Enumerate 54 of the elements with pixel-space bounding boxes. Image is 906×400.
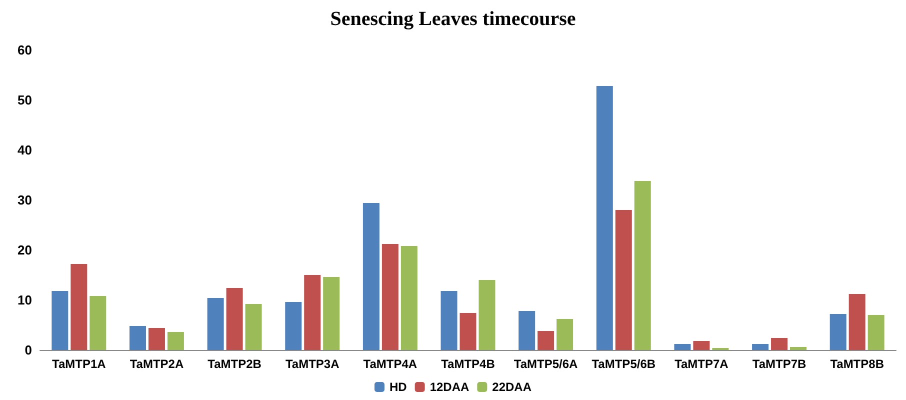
x-tick-label: TaMTP3A bbox=[285, 357, 340, 371]
bar bbox=[285, 302, 302, 350]
bar bbox=[245, 304, 262, 350]
bar bbox=[440, 291, 458, 350]
bar bbox=[556, 319, 574, 350]
x-tick-label: TaMTP8B bbox=[830, 357, 884, 371]
bar bbox=[790, 347, 807, 350]
x-tick-label: TaMTP5/6A bbox=[514, 357, 578, 371]
bar bbox=[382, 244, 398, 350]
bar bbox=[207, 298, 224, 350]
x-tick-label: TaMTP2B bbox=[208, 357, 262, 371]
bar bbox=[830, 314, 846, 350]
bar bbox=[538, 331, 554, 350]
x-tick-label: TaMTP4A bbox=[363, 357, 418, 371]
bar bbox=[752, 344, 769, 350]
legend-label: 22DAA bbox=[492, 380, 532, 394]
bar bbox=[693, 341, 710, 350]
bar bbox=[460, 313, 476, 350]
y-tick-label: 20 bbox=[18, 242, 32, 258]
bar bbox=[167, 332, 184, 350]
bar bbox=[70, 264, 88, 350]
x-tick-label: TaMTP7A bbox=[674, 357, 729, 371]
y-tick-label: 30 bbox=[18, 192, 32, 208]
bar bbox=[615, 210, 632, 350]
bar bbox=[868, 315, 884, 350]
bar bbox=[304, 275, 321, 350]
x-tick-label: TaMTP5/6B bbox=[592, 357, 656, 371]
legend-label: HD bbox=[389, 380, 408, 394]
bar bbox=[771, 338, 788, 350]
bar bbox=[478, 280, 496, 350]
y-tick-label: 0 bbox=[24, 342, 32, 358]
legend-label: 12DAA bbox=[430, 380, 470, 394]
bar bbox=[518, 311, 536, 350]
bar bbox=[596, 86, 613, 350]
bar bbox=[148, 328, 165, 350]
bar bbox=[52, 291, 68, 350]
bar bbox=[362, 203, 380, 350]
chart-title: Senescing Leaves timecourse bbox=[330, 8, 576, 30]
bar bbox=[323, 277, 340, 350]
y-tick-label: 10 bbox=[18, 292, 32, 308]
y-tick-label: 40 bbox=[18, 142, 32, 158]
bar bbox=[674, 344, 691, 350]
y-tick-label: 60 bbox=[18, 42, 32, 58]
bar bbox=[90, 296, 106, 350]
bar bbox=[129, 326, 146, 350]
bar bbox=[634, 181, 651, 350]
bar bbox=[226, 288, 243, 350]
x-tick-label: TaMTP1A bbox=[52, 357, 106, 371]
x-tick-label: TaMTP7B bbox=[752, 357, 806, 371]
y-tick-label: 50 bbox=[18, 92, 32, 108]
bar bbox=[848, 294, 866, 350]
bar bbox=[400, 246, 418, 350]
x-tick-label: TaMTP4B bbox=[441, 357, 496, 371]
x-tick-label: TaMTP2A bbox=[130, 357, 184, 371]
